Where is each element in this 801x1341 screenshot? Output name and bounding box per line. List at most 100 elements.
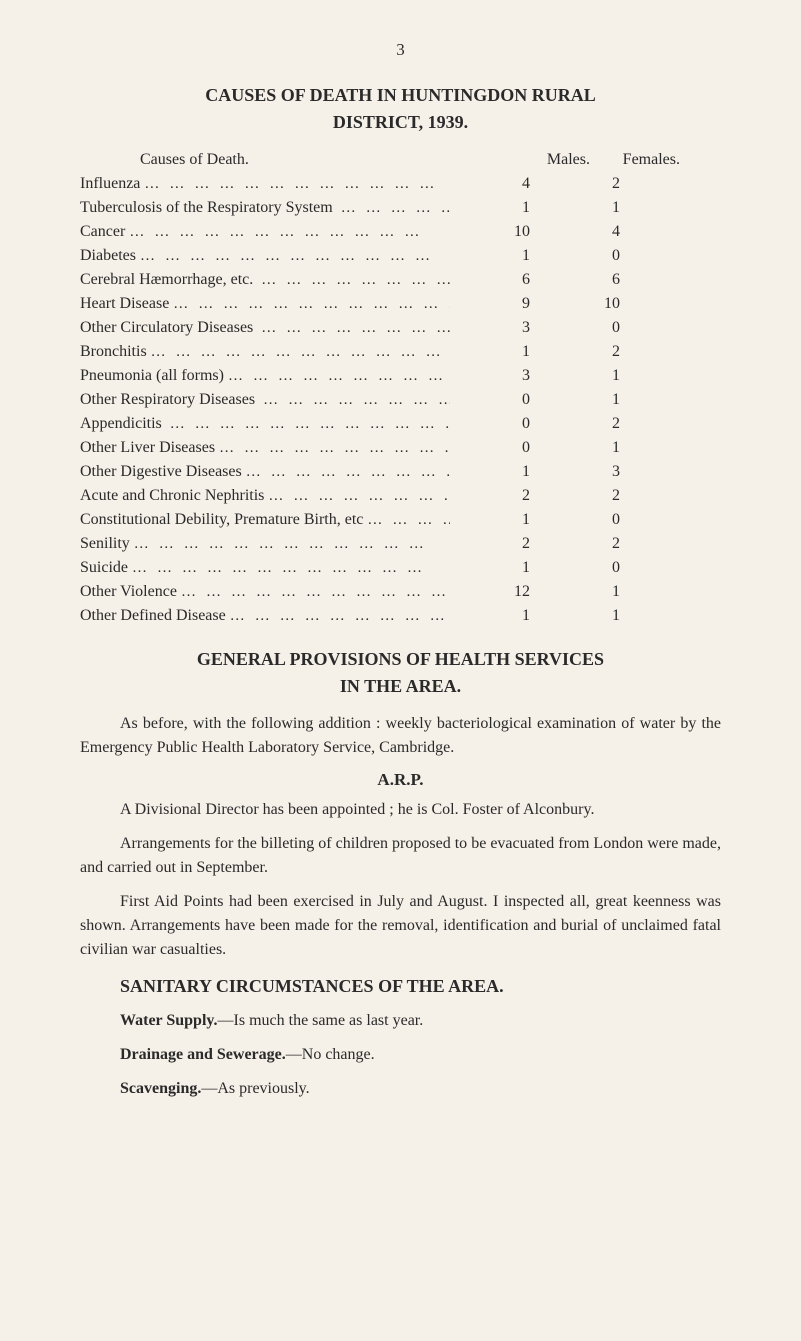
section-general-title: GENERAL PROVISIONS OF HEALTH SERVICES IN…	[80, 646, 721, 700]
males-cell: 1	[450, 556, 530, 580]
cause-cell: Suicide………………………………	[80, 556, 450, 580]
table-row: Senility………………………………22	[80, 532, 721, 556]
cause-text: Constitutional Debility, Premature Birth…	[80, 511, 367, 528]
cause-cell: Cerebral Hæmorrhage, etc. ………………………………	[80, 268, 450, 292]
females-cell: 2	[530, 172, 620, 196]
table-row: Cerebral Hæmorrhage, etc. ………………………………66	[80, 268, 721, 292]
males-cell: 4	[450, 172, 530, 196]
leader-dots: ………………………………	[144, 176, 444, 192]
leader-dots: ………………………………	[261, 320, 450, 336]
cause-cell: Influenza………………………………	[80, 172, 450, 196]
table-row: Suicide………………………………10	[80, 556, 721, 580]
females-cell: 1	[530, 388, 620, 412]
table-row: Other Digestive Diseases………………………………13	[80, 460, 721, 484]
cause-text: Cerebral Hæmorrhage, etc.	[80, 271, 261, 288]
cause-cell: Appendicitis ………………………………	[80, 412, 450, 436]
table-row: Bronchitis………………………………12	[80, 340, 721, 364]
females-cell: 1	[530, 364, 620, 388]
table-row: Other Violence………………………………121	[80, 580, 721, 604]
cause-text: Influenza	[80, 175, 144, 192]
document-page: 3 CAUSES OF DEATH IN HUNTINGDON RURAL DI…	[0, 0, 801, 1151]
males-cell: 3	[450, 316, 530, 340]
cause-cell: Senility………………………………	[80, 532, 450, 556]
males-cell: 1	[450, 508, 530, 532]
females-cell: 0	[530, 556, 620, 580]
leader-dots: ………………………………	[263, 392, 450, 408]
females-cell: 2	[530, 340, 620, 364]
females-cell: 1	[530, 436, 620, 460]
cause-cell: Cancer………………………………	[80, 220, 450, 244]
males-cell: 2	[450, 532, 530, 556]
males-cell: 9	[450, 292, 530, 316]
water-supply-text: —Is much the same as last year.	[218, 1012, 424, 1029]
cause-cell: Other Respiratory Diseases ………………………………	[80, 388, 450, 412]
females-cell: 0	[530, 508, 620, 532]
cause-cell: Bronchitis………………………………	[80, 340, 450, 364]
title-line-2: DISTRICT, 1939.	[333, 112, 468, 132]
leader-dots: ………………………………	[134, 536, 434, 552]
cause-text: Senility	[80, 535, 134, 552]
cause-text: Appendicitis	[80, 415, 170, 432]
leader-dots: ………………………………	[219, 440, 450, 456]
males-cell: 1	[450, 340, 530, 364]
females-cell: 6	[530, 268, 620, 292]
page-number: 3	[80, 40, 721, 60]
causes-of-death-table: Causes of Death. Males. Females. Influen…	[80, 148, 721, 628]
cause-cell: Other Digestive Diseases………………………………	[80, 460, 450, 484]
males-cell: 12	[450, 580, 530, 604]
cause-cell: Other Defined Disease………………………………	[80, 604, 450, 628]
section2-para4: First Aid Points had been exercised in J…	[80, 890, 721, 962]
leader-dots: ………………………………	[170, 416, 450, 432]
cause-text: Bronchitis	[80, 343, 151, 360]
leader-dots: ………………………………	[132, 560, 432, 576]
leader-dots: ………………………………	[268, 488, 450, 504]
cause-text: Other Digestive Diseases	[80, 463, 246, 480]
males-cell: 2	[450, 484, 530, 508]
cause-text: Diabetes	[80, 247, 140, 264]
main-title: CAUSES OF DEATH IN HUNTINGDON RURAL DIST…	[80, 82, 721, 136]
leader-dots: ………………………………	[181, 584, 450, 600]
cause-cell: Diabetes………………………………	[80, 244, 450, 268]
table-row: Heart Disease………………………………910	[80, 292, 721, 316]
table-row: Other Respiratory Diseases ………………………………0…	[80, 388, 721, 412]
leader-dots: ………………………………	[228, 368, 450, 384]
table-row: Pneumonia (all forms)………………………………31	[80, 364, 721, 388]
males-cell: 0	[450, 412, 530, 436]
males-cell: 6	[450, 268, 530, 292]
table-row: Diabetes………………………………10	[80, 244, 721, 268]
col-header-males: Males.	[510, 148, 590, 172]
females-cell: 0	[530, 316, 620, 340]
females-cell: 4	[530, 220, 620, 244]
section2-para2: A Divisional Director has been appointed…	[80, 798, 721, 822]
table-rows-container: Influenza………………………………42Tuberculosis of t…	[80, 172, 721, 628]
cause-text: Pneumonia (all forms)	[80, 367, 228, 384]
water-supply-label: Water Supply.	[120, 1012, 218, 1029]
section2-para1: As before, with the following addition :…	[80, 712, 721, 760]
females-cell: 1	[530, 196, 620, 220]
females-cell: 0	[530, 244, 620, 268]
leader-dots: ………………………………	[367, 512, 450, 528]
drainage-line: Drainage and Sewerage.—No change.	[80, 1043, 721, 1067]
cause-text: Other Circulatory Diseases	[80, 319, 261, 336]
table-row: Cancer………………………………104	[80, 220, 721, 244]
males-cell: 1	[450, 244, 530, 268]
males-cell: 3	[450, 364, 530, 388]
scavenging-label: Scavenging.	[120, 1080, 201, 1097]
col-header-cause: Causes of Death.	[80, 148, 510, 172]
leader-dots: ………………………………	[261, 272, 450, 288]
cause-cell: Heart Disease………………………………	[80, 292, 450, 316]
table-row: Other Circulatory Diseases ………………………………3…	[80, 316, 721, 340]
drainage-text: —No change.	[286, 1046, 375, 1063]
cause-cell: Constitutional Debility, Premature Birth…	[80, 508, 450, 532]
females-cell: 2	[530, 412, 620, 436]
scavenging-text: —As previously.	[201, 1080, 309, 1097]
col-header-females: Females.	[590, 148, 680, 172]
cause-text: Heart Disease	[80, 295, 173, 312]
leader-dots: ………………………………	[173, 296, 450, 312]
table-row: Other Liver Diseases………………………………01	[80, 436, 721, 460]
section2-title-line2: IN THE AREA.	[340, 676, 461, 696]
table-row: Appendicitis ………………………………02	[80, 412, 721, 436]
leader-dots: ………………………………	[129, 224, 429, 240]
cause-text: Suicide	[80, 559, 132, 576]
cause-text: Other Liver Diseases	[80, 439, 219, 456]
